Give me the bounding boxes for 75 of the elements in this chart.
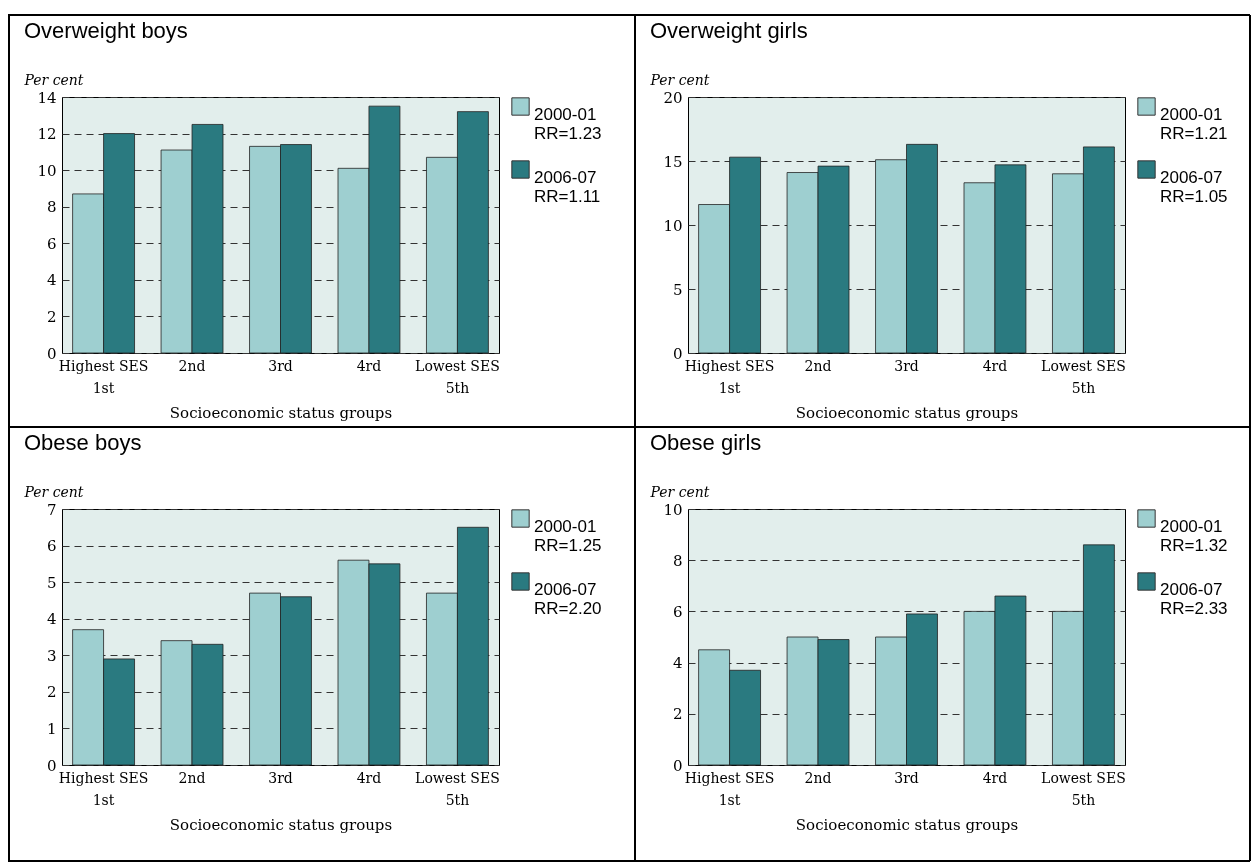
y-tick-label: 14 <box>37 88 57 107</box>
x-tick-label: Lowest SES 5th <box>1041 357 1126 396</box>
y-tick-label: 6 <box>46 537 57 556</box>
x-tick-label: 3rd <box>268 769 293 786</box>
y-axis-title: Per cent <box>23 71 84 88</box>
y-tick-label: 4 <box>46 610 57 629</box>
text: RR=2.20 <box>534 598 602 618</box>
y-tick-label: 5 <box>46 573 57 592</box>
text: RR=2.33 <box>1160 598 1228 618</box>
y-tick-label: 8 <box>46 198 57 217</box>
chart-title: Overweight girls <box>650 18 808 43</box>
chart-title: Obese girls <box>650 430 762 455</box>
y-tick-label: 2 <box>672 705 683 724</box>
y-tick-label: 0 <box>672 756 683 775</box>
x-tick-label: Lowest SES 5th <box>415 769 500 808</box>
y-tick-label: 2 <box>46 307 57 326</box>
text: RR=1.32 <box>1160 535 1228 555</box>
x-tick-label: 4rd <box>356 769 382 786</box>
y-axis-title: Per cent <box>649 483 710 500</box>
x-tick-label: Highest SES 1st <box>58 769 149 808</box>
legend-label: 2006-07 <box>1160 579 1223 599</box>
x-tick-label: 4rd <box>356 357 382 374</box>
x-tick-label: 3rd <box>894 357 919 374</box>
y-axis-title: Per cent <box>649 71 710 88</box>
y-tick-label: 20 <box>663 88 683 107</box>
x-axis-title: Socioeconomic status groups <box>795 403 1019 422</box>
y-tick-label: 2 <box>46 683 57 702</box>
chart-title: Obese boys <box>24 430 142 455</box>
x-tick-label: 4rd <box>982 357 1008 374</box>
x-tick-label: Lowest SES 5th <box>415 357 500 396</box>
x-tick-label: Highest SES 1st <box>684 357 775 396</box>
y-tick-label: 0 <box>46 756 57 775</box>
chart-title: Overweight boys <box>24 18 188 43</box>
x-axis-title: Socioeconomic status groups <box>169 403 393 422</box>
x-axis-title: Socioeconomic status groups <box>795 815 1019 834</box>
y-tick-label: 4 <box>672 654 683 673</box>
y-tick-label: 12 <box>37 125 57 144</box>
x-tick-label: Highest SES 1st <box>58 357 149 396</box>
x-tick-label: Lowest SES 5th <box>1041 769 1126 808</box>
x-tick-label: Highest SES 1st <box>684 769 775 808</box>
y-tick-label: 4 <box>46 271 57 290</box>
legend-label: 2006-07 <box>1160 167 1223 187</box>
x-tick-label: 2nd <box>178 769 206 786</box>
y-tick-label: 6 <box>46 234 57 253</box>
y-tick-label: 10 <box>663 216 683 235</box>
x-tick-label: 2nd <box>804 357 832 374</box>
y-tick-label: 6 <box>672 602 683 621</box>
y-tick-label: 15 <box>663 152 683 171</box>
x-tick-label: 3rd <box>268 357 293 374</box>
y-tick-label: 10 <box>37 161 57 180</box>
y-tick-label: 8 <box>672 551 683 570</box>
legend-label: 2006-07 <box>534 579 597 599</box>
y-tick-label: 0 <box>46 344 57 363</box>
x-axis-title: Socioeconomic status groups <box>169 815 393 834</box>
y-tick-label: 0 <box>672 344 683 363</box>
x-tick-label: 2nd <box>178 357 206 374</box>
text: RR=1.25 <box>534 535 602 555</box>
text: RR=1.05 <box>1160 186 1228 206</box>
text: RR=1.21 <box>1160 123 1228 143</box>
legend-label: 2000-01 <box>1160 104 1223 124</box>
legend-label: 2000-01 <box>1160 516 1223 536</box>
legend-label: 2006-07 <box>534 167 597 187</box>
text: RR=1.11 <box>534 186 601 206</box>
x-tick-label: 4rd <box>982 769 1008 786</box>
y-axis-title: Per cent <box>23 483 84 500</box>
x-tick-label: 2nd <box>804 769 832 786</box>
y-tick-label: 7 <box>46 500 57 519</box>
legend-label: 2000-01 <box>534 516 597 536</box>
y-tick-label: 1 <box>46 719 57 738</box>
legend-label: 2000-01 <box>534 104 597 124</box>
y-tick-label: 5 <box>672 280 683 299</box>
text: RR=1.23 <box>534 123 602 143</box>
x-tick-label: 3rd <box>894 769 919 786</box>
y-tick-label: 3 <box>46 646 57 665</box>
y-tick-label: 10 <box>663 500 683 519</box>
